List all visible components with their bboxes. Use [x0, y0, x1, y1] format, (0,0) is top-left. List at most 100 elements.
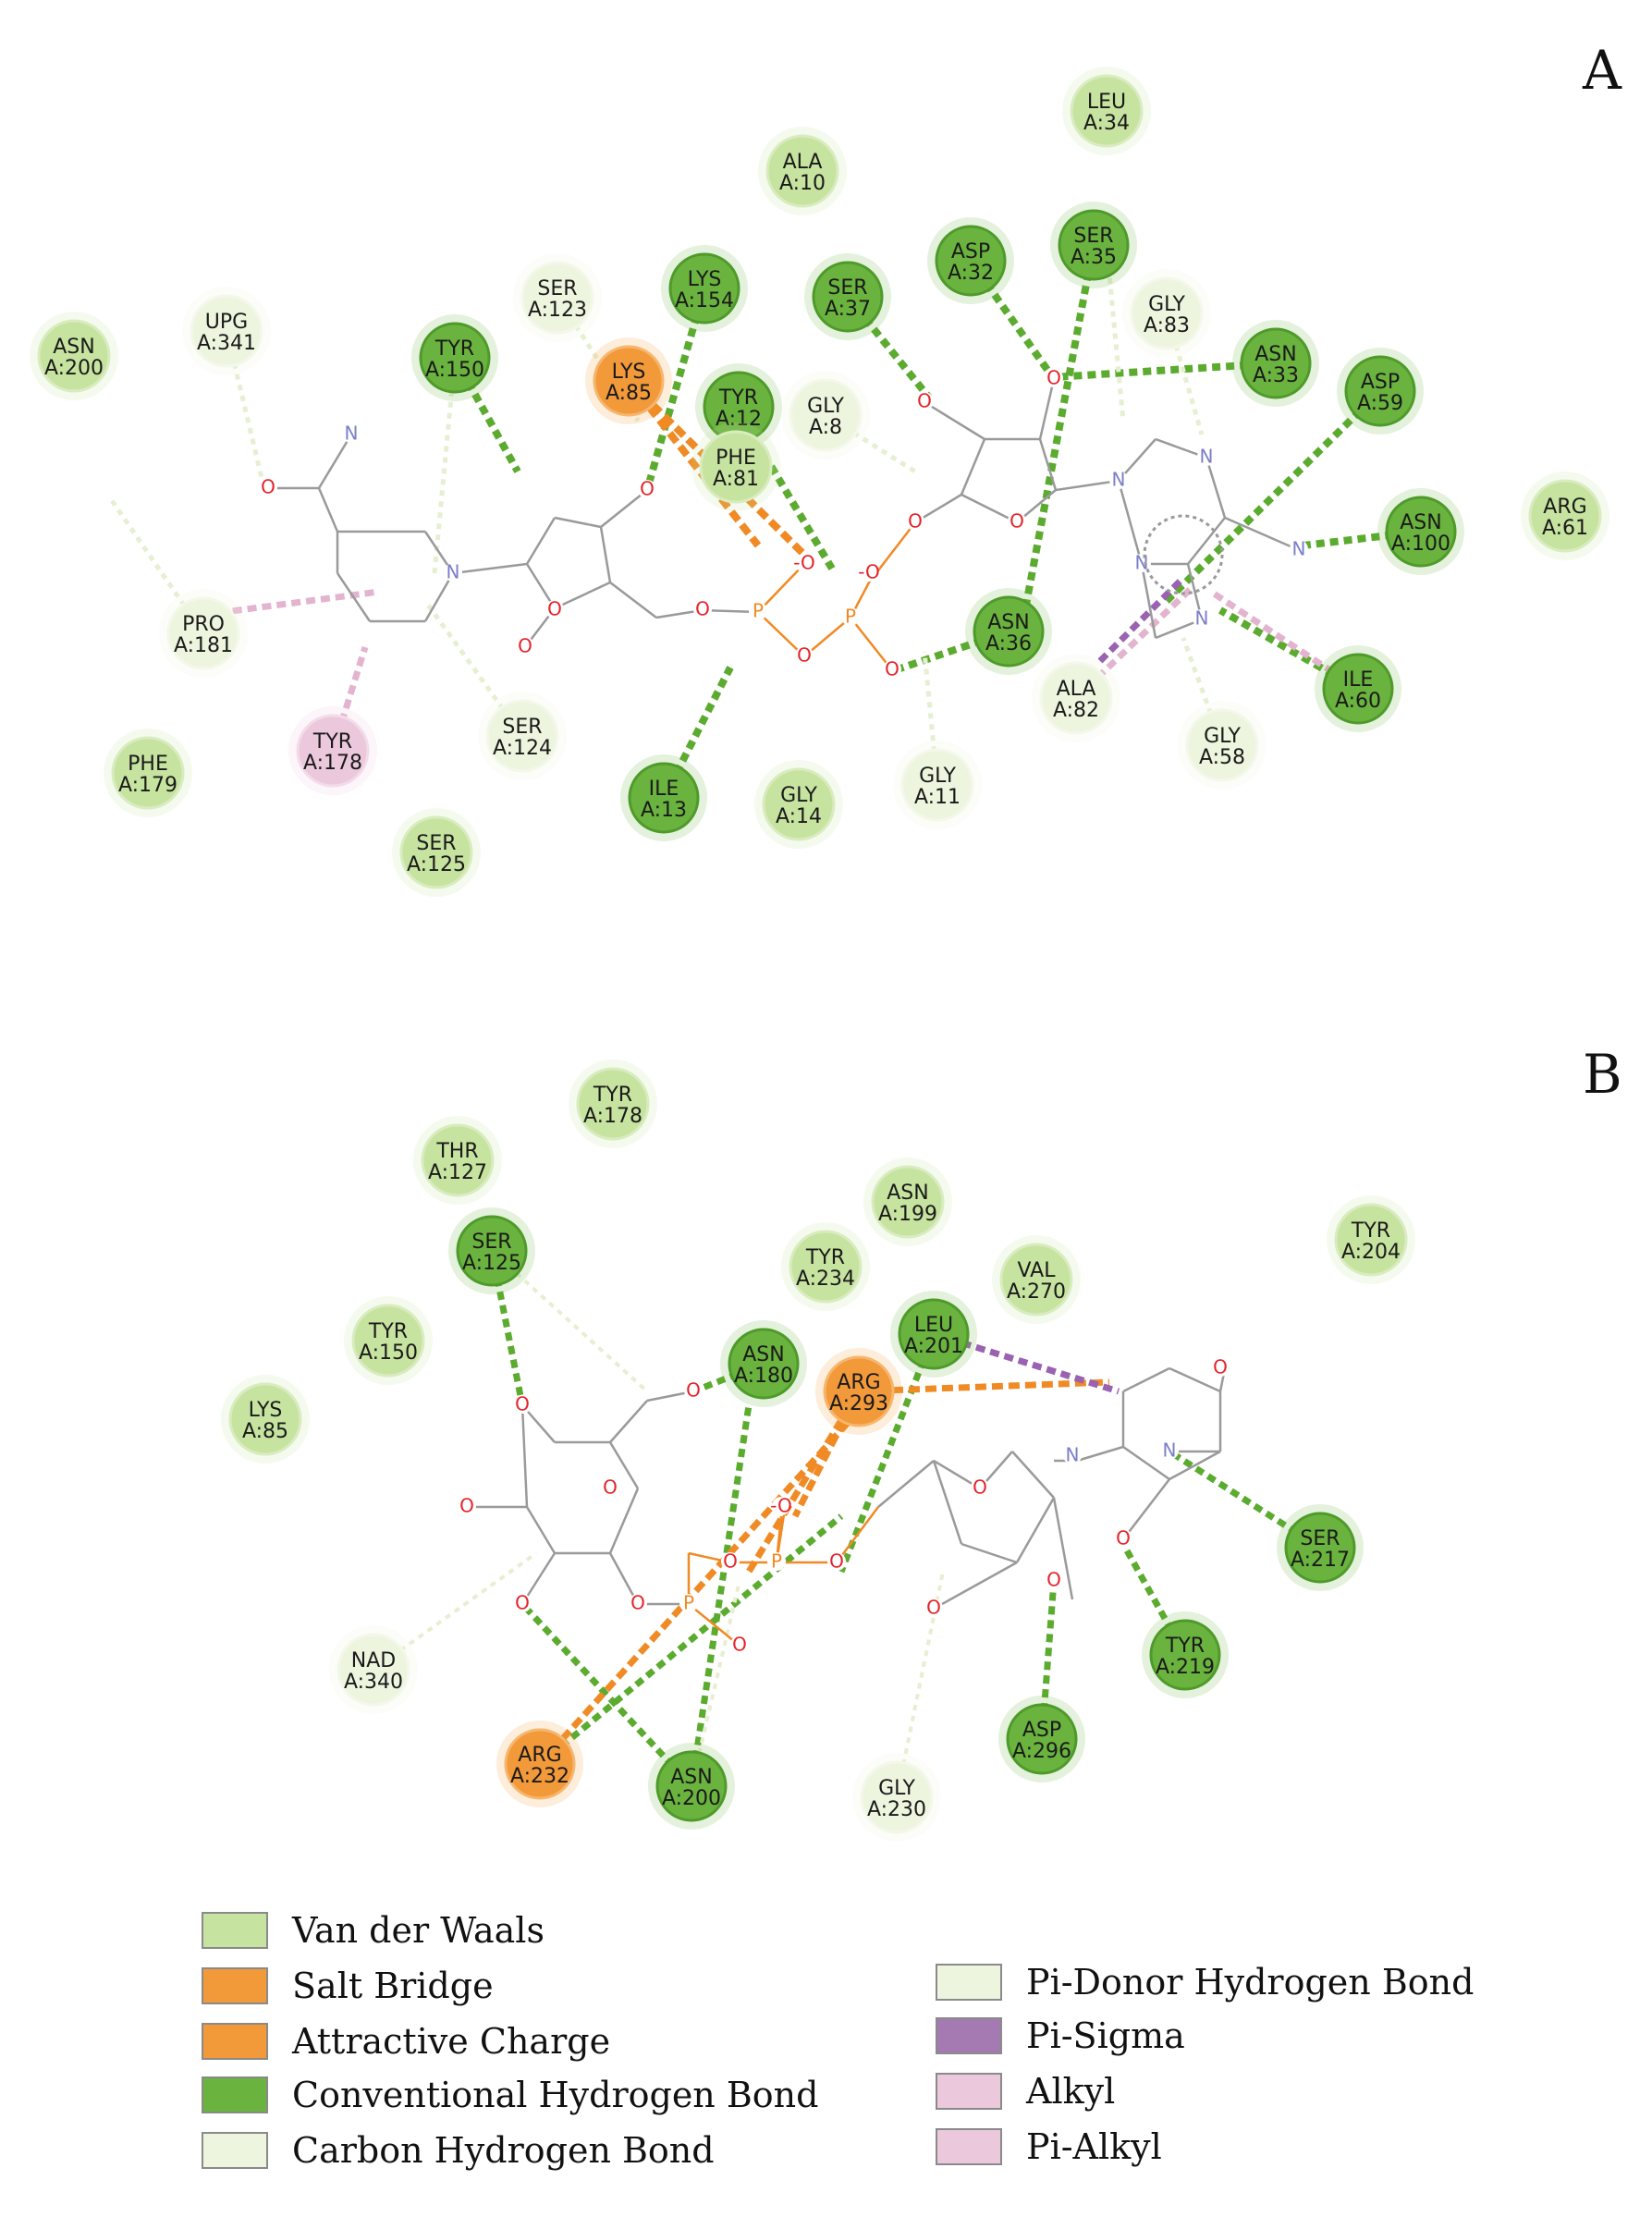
atom-bg [444, 563, 462, 582]
residue-disc [789, 1230, 863, 1304]
legend-item-alkyl: Alkyl [936, 2071, 1115, 2112]
atom-label: N [1066, 1444, 1080, 1466]
atom-bg [924, 1598, 943, 1617]
residue-name: GLY [919, 765, 956, 788]
atom-label: O [515, 1393, 530, 1415]
residue-disc [485, 699, 559, 773]
panel-b-interactions [372, 1249, 1322, 1798]
residue-name: TYR [312, 730, 352, 753]
ligand-bond [1122, 1478, 1170, 1540]
legend-swatch [202, 1967, 268, 2004]
ligand-bond [877, 1460, 935, 1508]
h-bond-line [838, 1332, 937, 1574]
residue-name: ASN [1400, 511, 1441, 534]
legend-item-van-der-waals: Van der Waals [202, 1910, 545, 1951]
h-bond-line [691, 1360, 765, 1395]
residue-name: SER [537, 277, 577, 300]
residue-disc [456, 1215, 528, 1287]
atom-bg [1114, 1529, 1132, 1548]
residue-disc [520, 261, 594, 335]
residue-id: A:85 [606, 382, 652, 405]
residue-name: TYR [593, 1084, 632, 1107]
residue-disc [935, 225, 1007, 297]
ligand-bond [336, 572, 372, 622]
panel-a-label: A [1582, 39, 1622, 102]
atom-label: P [683, 1592, 694, 1614]
atom-bg [730, 1635, 749, 1654]
atom-bg [795, 646, 814, 665]
atom-bg [1109, 471, 1128, 489]
h-bond-line [967, 258, 1058, 382]
atom-bg [1290, 540, 1308, 558]
legend-swatch [936, 2128, 1002, 2165]
residue-id: A:10 [779, 172, 826, 195]
residue-disc [351, 1304, 425, 1378]
h-bond-line [1020, 244, 1097, 620]
atom-bg [513, 1594, 532, 1612]
atom-bg [693, 600, 712, 619]
residue-name: ASN [987, 611, 1029, 634]
residue-disc [860, 1760, 934, 1834]
residue-id: A:201 [904, 1335, 963, 1358]
residue-disc [655, 1750, 728, 1822]
residue-disc [699, 430, 773, 504]
residue-name: LYS [249, 1399, 283, 1422]
atom-label: O [1213, 1356, 1228, 1378]
ligand-bond [317, 434, 353, 489]
ligand-bond [932, 1460, 963, 1545]
legend-item-conventional-hydrogen-bond: Conventional Hydrogen Bond [202, 2075, 818, 2115]
ligand-bond [1011, 1451, 1055, 1499]
residue-name: LEU [914, 1314, 953, 1337]
legend-label: Pi-Alkyl [1026, 2126, 1162, 2167]
residue-name: ILE [649, 778, 679, 801]
ligand-bond [525, 563, 557, 609]
residue-name: LEU [1087, 91, 1126, 114]
residue-name: ASN [670, 1766, 712, 1789]
atom-label: O [885, 658, 899, 680]
atom-bg [1045, 1571, 1063, 1589]
residue-id: A:59 [1357, 392, 1403, 415]
atom-label: -O [793, 552, 815, 574]
residue-name: ALA [783, 151, 823, 174]
atom-bg [749, 602, 767, 620]
atom-bg [1160, 1441, 1179, 1460]
residue-disc [1385, 496, 1457, 568]
ligand-bond [1169, 1450, 1221, 1481]
residue-name: ASP [951, 240, 990, 263]
residue-name: SER [1073, 225, 1113, 248]
residue-id: A:13 [641, 799, 687, 822]
residue-id: A:8 [809, 416, 842, 439]
residue-name: SER [502, 716, 542, 739]
aromatic-ring [1143, 514, 1224, 595]
atom-label: N [1195, 607, 1209, 630]
legend-swatch [936, 1964, 1002, 2001]
atom-label: O [973, 1476, 987, 1499]
atom-label: -O [858, 561, 880, 583]
atom-label: N [447, 561, 460, 583]
atom-label: O [603, 1476, 618, 1499]
ligand-bond [609, 1400, 648, 1443]
ligand-bond [1052, 1497, 1074, 1600]
ligand-bond [933, 1561, 1018, 1611]
atom-bg [516, 637, 534, 655]
residue-id: A:127 [428, 1161, 487, 1184]
residue-name: ASN [1254, 343, 1296, 366]
residue-id: A:12 [716, 408, 762, 431]
atom-bg [458, 1497, 476, 1515]
residue-id: A:179 [118, 774, 177, 797]
